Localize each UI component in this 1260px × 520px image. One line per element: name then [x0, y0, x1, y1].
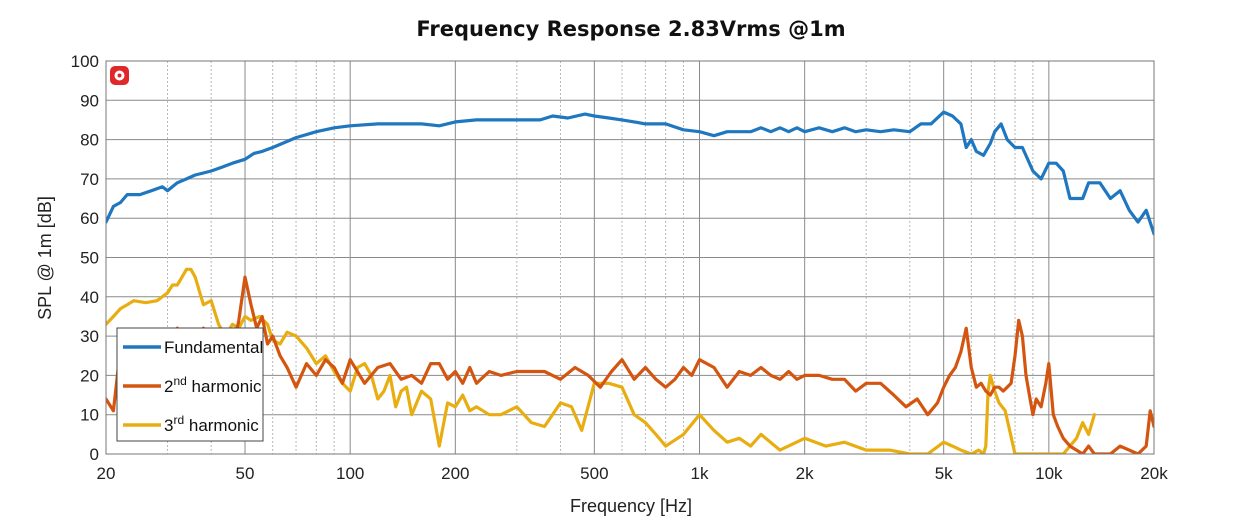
- x-tick-label: 500: [580, 464, 608, 483]
- y-tick-label: 30: [80, 327, 99, 346]
- y-tick-label: 100: [71, 52, 99, 71]
- legend: Fundamental 2nd harmonic 3rd harmonic: [116, 327, 264, 442]
- series-line-2nd-harmonic: [106, 275, 1154, 454]
- plot-frame: [105, 60, 1155, 455]
- y-tick-label: 20: [80, 366, 99, 385]
- chart-title: Frequency Response 2.83Vrms @1m: [416, 17, 845, 41]
- y-axis-label: SPL @ 1m [dB]: [35, 196, 55, 320]
- y-tick-label: 0: [90, 445, 99, 464]
- x-tick-label: 5k: [935, 464, 953, 483]
- y-tick-label: 80: [80, 131, 99, 150]
- legend-label: 2nd harmonic: [164, 374, 262, 396]
- x-tick-label: 200: [441, 464, 469, 483]
- legend-label: Fundamental: [164, 338, 263, 357]
- series-line-fundamental: [106, 110, 1154, 236]
- x-axis-label: Frequency [Hz]: [570, 496, 692, 516]
- x-tick-label: 2k: [796, 464, 814, 483]
- x-tick-label: 100: [336, 464, 364, 483]
- y-tick-label: 70: [80, 170, 99, 189]
- y-tick-label: 50: [80, 249, 99, 268]
- legend-label: 3rd harmonic: [164, 413, 259, 435]
- y-tick-label: 60: [80, 209, 99, 228]
- x-tick-label: 20k: [1140, 464, 1168, 483]
- x-tick-label: 50: [236, 464, 255, 483]
- x-tick-label: 1k: [691, 464, 709, 483]
- y-tick-label: 10: [80, 406, 99, 425]
- y-tick-label: 90: [80, 91, 99, 110]
- x-tick-label: 20: [97, 464, 116, 483]
- logo-icon: [110, 66, 129, 85]
- x-tick-label: 10k: [1035, 464, 1063, 483]
- y-tick-label: 40: [80, 288, 99, 307]
- x-axis-ticks: 20 50 100 200 500 1k 2k 5k 10k 20k: [97, 464, 1169, 483]
- y-axis-ticks: 0 10 20 30 40 50 60 70 80 90 100: [71, 52, 99, 464]
